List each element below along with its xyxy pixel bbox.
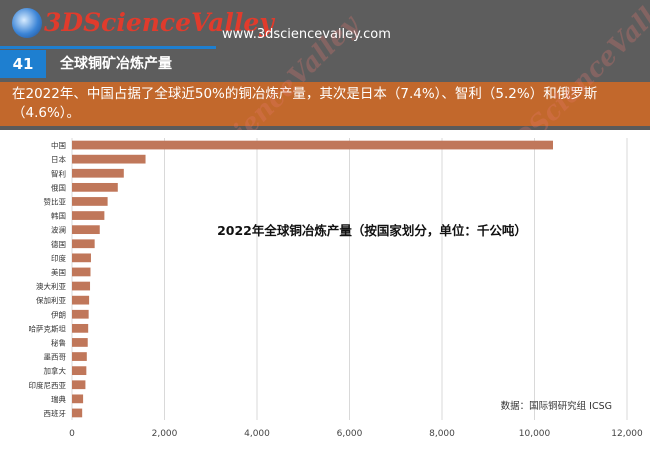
logo-text: 3DScienceValley: [44, 8, 274, 37]
section-number: 41: [0, 50, 46, 78]
bar: [72, 253, 91, 263]
x-tick-label: 12,000: [611, 429, 643, 439]
x-tick-label: 0: [69, 429, 75, 439]
bar: [72, 197, 108, 206]
category-label: 澳大利亚: [36, 281, 66, 291]
header-bar: 3DScienceValley www.3dsciencevalley.com …: [0, 0, 650, 82]
category-label: 印度尼西亚: [29, 380, 67, 390]
bar: [72, 281, 91, 291]
logo: 3DScienceValley: [4, 4, 274, 40]
bar: [72, 309, 89, 319]
bar: [72, 338, 88, 347]
category-label: 日本: [51, 154, 66, 164]
bar: [72, 239, 95, 249]
chart-panel: 0 2,000 4,000 6,000 8,000 10,000 12,000 中国日本智利俄…: [0, 130, 650, 450]
summary-band: 在2022年、中国占据了全球近50%的铜冶炼产量，其次是日本（7.4%）、智利（…: [0, 82, 650, 126]
globe-icon: [12, 8, 42, 38]
category-label: 保加利亚: [36, 295, 66, 305]
bar: [72, 408, 83, 418]
bar: [72, 225, 100, 235]
category-label: 波澜: [51, 225, 66, 235]
category-label: 德国: [51, 239, 66, 249]
bar: [72, 323, 89, 333]
bar: [72, 352, 87, 361]
bar: [72, 394, 84, 404]
category-label: 墨西哥: [44, 353, 67, 362]
category-label: 赞比亚: [44, 196, 67, 206]
category-label: 西班牙: [44, 408, 67, 418]
bar: [72, 168, 124, 178]
x-tick-label: 8,000: [429, 429, 455, 439]
category-label: 秘鲁: [51, 337, 66, 347]
section-title: 全球铜矿冶炼产量: [60, 56, 172, 72]
site-url: www.3dsciencevalley.com: [222, 27, 391, 42]
bar-chart: 0 2,000 4,000 6,000 8,000 10,000 12,000 中国日本智利俄…: [29, 138, 643, 439]
accent-line: [0, 46, 216, 49]
bar: [72, 154, 146, 164]
category-label: 智利: [51, 168, 66, 178]
category-label: 印度: [51, 253, 66, 263]
chart-title: 2022年全球铜冶炼产量（按国家划分，单位：千公吨）: [217, 223, 527, 238]
category-label: 中国: [51, 140, 66, 150]
category-label: 伊朗: [51, 309, 66, 319]
category-label: 俄国: [51, 182, 66, 192]
category-label: 哈萨克斯坦: [29, 323, 67, 333]
x-tick-label: 6,000: [337, 429, 363, 439]
x-tick-label: 4,000: [244, 429, 270, 439]
category-label: 美国: [51, 267, 66, 277]
bar: [72, 366, 87, 376]
category-label: 韩国: [51, 211, 66, 221]
bar: [72, 140, 553, 150]
chart-source: 数据：国际铜研究组 ICSG: [501, 400, 612, 412]
category-label: 瑞典: [51, 394, 66, 404]
bar: [72, 380, 86, 390]
x-tick-label: 10,000: [519, 429, 551, 439]
bar: [72, 182, 118, 192]
bar: [72, 267, 91, 277]
category-label: 加拿大: [44, 366, 67, 376]
bar: [72, 295, 90, 305]
summary-text: 在2022年、中国占据了全球近50%的铜冶炼产量，其次是日本（7.4%）、智利（…: [12, 86, 598, 121]
x-tick-label: 2,000: [152, 429, 178, 439]
bar: [72, 211, 105, 220]
